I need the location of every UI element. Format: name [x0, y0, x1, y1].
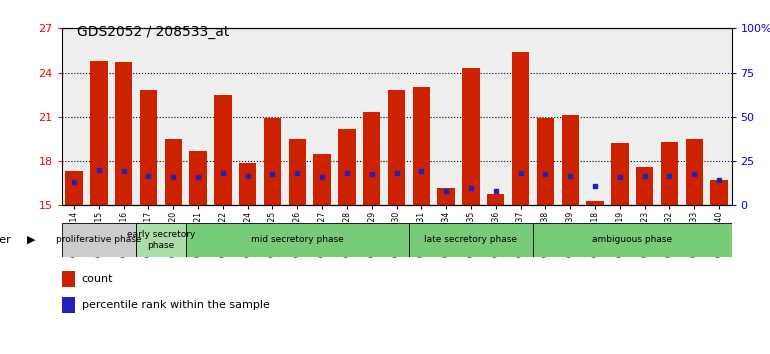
- Bar: [115, 62, 132, 205]
- Text: mid secretory phase: mid secretory phase: [251, 235, 343, 244]
- Text: ▶: ▶: [27, 235, 35, 245]
- Bar: [413, 87, 430, 205]
- Bar: [537, 118, 554, 205]
- Bar: [186, 223, 409, 257]
- Bar: [140, 90, 157, 205]
- Bar: [685, 139, 703, 205]
- Bar: [587, 201, 604, 205]
- Bar: [90, 61, 108, 205]
- Text: GDS2052 / 208533_at: GDS2052 / 208533_at: [77, 25, 229, 39]
- Text: count: count: [82, 274, 113, 284]
- Bar: [388, 90, 405, 205]
- Bar: [65, 171, 82, 205]
- Bar: [611, 143, 628, 205]
- Bar: [165, 139, 182, 205]
- Bar: [512, 52, 529, 205]
- Bar: [239, 162, 256, 205]
- Bar: [533, 223, 731, 257]
- Bar: [62, 271, 75, 287]
- Text: ambiguous phase: ambiguous phase: [592, 235, 672, 244]
- Text: other: other: [0, 235, 12, 245]
- Bar: [62, 223, 136, 257]
- Bar: [189, 151, 206, 205]
- Bar: [409, 223, 533, 257]
- Bar: [661, 142, 678, 205]
- Bar: [487, 194, 504, 205]
- Bar: [62, 297, 75, 313]
- Bar: [711, 180, 728, 205]
- Bar: [338, 129, 356, 205]
- Bar: [437, 188, 455, 205]
- Bar: [289, 139, 306, 205]
- Bar: [313, 154, 331, 205]
- Bar: [462, 68, 480, 205]
- Bar: [214, 95, 232, 205]
- Bar: [264, 118, 281, 205]
- Text: proliferative phase: proliferative phase: [56, 235, 142, 244]
- Text: early secretory
phase: early secretory phase: [126, 230, 195, 250]
- Text: percentile rank within the sample: percentile rank within the sample: [82, 300, 270, 310]
- Bar: [636, 167, 653, 205]
- Bar: [136, 223, 186, 257]
- Text: late secretory phase: late secretory phase: [424, 235, 517, 244]
- Bar: [363, 113, 380, 205]
- Bar: [561, 115, 579, 205]
